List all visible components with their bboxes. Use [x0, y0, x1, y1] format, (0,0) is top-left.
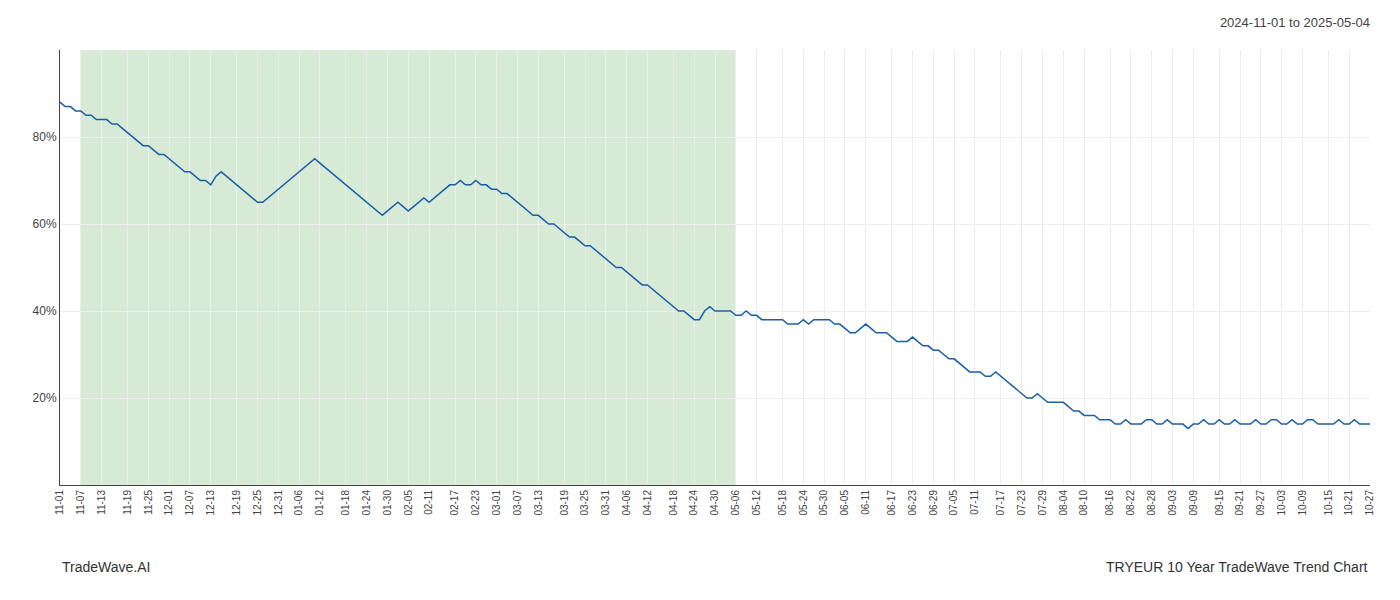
svg-text:04-06: 04-06 [621, 490, 632, 516]
svg-text:03-31: 03-31 [600, 490, 611, 516]
svg-text:06-23: 06-23 [907, 490, 918, 516]
svg-text:03-19: 03-19 [559, 490, 570, 516]
svg-text:10-03: 10-03 [1276, 490, 1287, 516]
svg-text:11-25: 11-25 [143, 490, 154, 515]
svg-text:08-10: 08-10 [1078, 490, 1089, 516]
svg-text:03-25: 03-25 [579, 490, 590, 516]
svg-text:07-11: 07-11 [969, 490, 980, 515]
svg-text:05-12: 05-12 [751, 490, 762, 516]
svg-text:03-07: 03-07 [512, 490, 523, 516]
svg-text:11-01: 11-01 [54, 490, 65, 515]
svg-text:08-16: 08-16 [1104, 490, 1115, 516]
svg-text:05-18: 05-18 [777, 490, 788, 516]
svg-text:04-12: 04-12 [642, 490, 653, 516]
svg-text:03-13: 03-13 [533, 490, 544, 516]
svg-text:09-03: 09-03 [1167, 490, 1178, 516]
svg-text:11-19: 11-19 [122, 490, 133, 515]
svg-text:03-01: 03-01 [491, 490, 502, 516]
svg-text:20%: 20% [33, 391, 57, 405]
svg-text:06-29: 06-29 [928, 490, 939, 516]
svg-text:06-17: 06-17 [886, 490, 897, 516]
svg-text:09-27: 09-27 [1255, 490, 1266, 516]
svg-text:TRYEUR 10 Year TradeWave Trend: TRYEUR 10 Year TradeWave Trend Chart [1106, 559, 1368, 575]
svg-text:09-15: 09-15 [1214, 490, 1225, 516]
svg-text:05-06: 05-06 [730, 490, 741, 516]
svg-text:2024-11-01 to 2025-05-04: 2024-11-01 to 2025-05-04 [1220, 15, 1370, 30]
svg-text:09-09: 09-09 [1188, 490, 1199, 516]
svg-text:12-01: 12-01 [163, 490, 174, 516]
svg-text:80%: 80% [33, 130, 57, 144]
svg-text:12-07: 12-07 [184, 490, 195, 516]
svg-text:TradeWave.AI: TradeWave.AI [62, 559, 150, 575]
svg-text:10-21: 10-21 [1343, 490, 1354, 516]
svg-text:01-30: 01-30 [382, 490, 393, 516]
svg-text:12-25: 12-25 [252, 490, 263, 516]
svg-text:07-05: 07-05 [948, 490, 959, 516]
svg-text:11-13: 11-13 [96, 490, 107, 515]
svg-text:60%: 60% [33, 217, 57, 231]
svg-text:10-27: 10-27 [1364, 490, 1375, 516]
svg-text:09-21: 09-21 [1234, 490, 1245, 516]
svg-text:04-24: 04-24 [688, 490, 699, 516]
svg-text:04-30: 04-30 [709, 490, 720, 516]
svg-text:12-13: 12-13 [205, 490, 216, 516]
svg-text:07-17: 07-17 [995, 490, 1006, 516]
svg-text:08-04: 08-04 [1058, 490, 1069, 516]
svg-text:01-12: 01-12 [314, 490, 325, 516]
svg-text:01-18: 01-18 [340, 490, 351, 516]
svg-text:08-28: 08-28 [1146, 490, 1157, 516]
svg-text:02-11: 02-11 [423, 490, 434, 515]
svg-text:05-24: 05-24 [798, 490, 809, 516]
svg-text:12-19: 12-19 [231, 490, 242, 516]
svg-text:06-05: 06-05 [839, 490, 850, 516]
svg-text:07-29: 07-29 [1037, 490, 1048, 516]
svg-text:04-18: 04-18 [668, 490, 679, 516]
svg-text:01-06: 01-06 [293, 490, 304, 516]
svg-text:12-31: 12-31 [273, 490, 284, 516]
svg-text:05-30: 05-30 [818, 490, 829, 516]
svg-text:01-24: 01-24 [361, 490, 372, 516]
svg-text:10-15: 10-15 [1323, 490, 1334, 516]
svg-text:02-05: 02-05 [403, 490, 414, 516]
svg-text:10-09: 10-09 [1297, 490, 1308, 516]
svg-text:08-22: 08-22 [1125, 490, 1136, 516]
svg-text:02-17: 02-17 [449, 490, 460, 516]
svg-text:06-11: 06-11 [860, 490, 871, 515]
svg-text:07-23: 07-23 [1016, 490, 1027, 516]
svg-text:02-23: 02-23 [470, 490, 481, 516]
svg-text:11-07: 11-07 [75, 490, 86, 515]
svg-text:40%: 40% [33, 304, 57, 318]
